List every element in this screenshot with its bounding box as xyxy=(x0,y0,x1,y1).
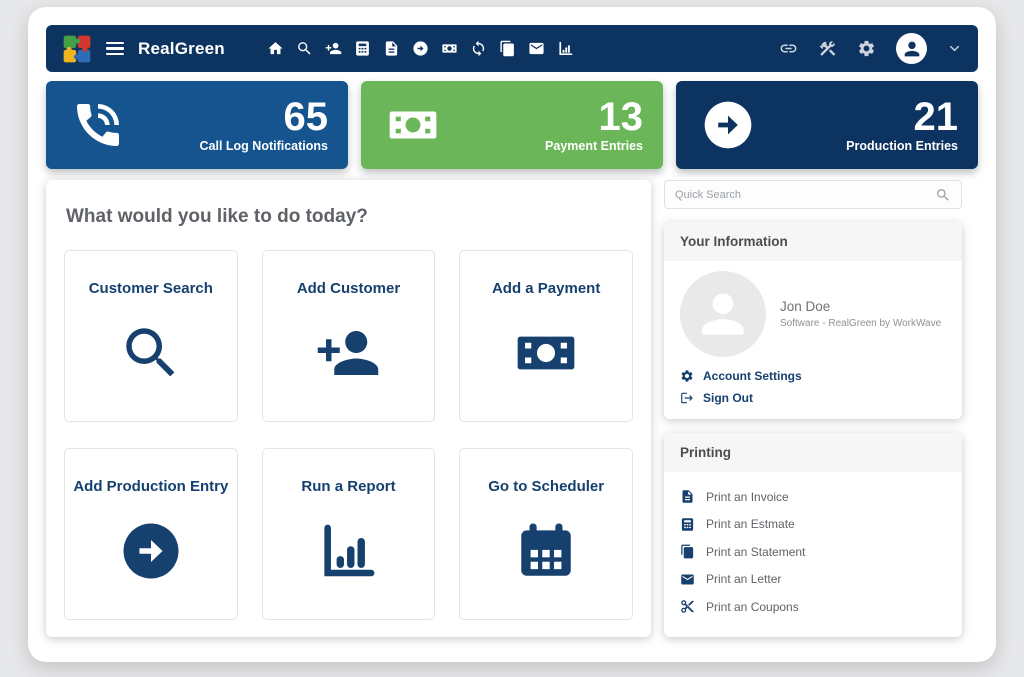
app-title: RealGreen xyxy=(138,38,225,58)
copy-icon[interactable] xyxy=(499,40,516,57)
action-card-label: Go to Scheduler xyxy=(488,478,605,495)
action-card-label: Run a Report xyxy=(301,478,396,495)
print-invoice-link[interactable]: Print an Invoice xyxy=(680,489,946,504)
arrow-circle-right-icon xyxy=(118,518,184,584)
app-window: RealGreen 65 xyxy=(28,7,996,662)
link-label: Account Settings xyxy=(703,369,802,383)
stat-label: Call Log Notifications xyxy=(199,138,328,153)
link-label: Print an Letter xyxy=(706,572,782,586)
link-icon[interactable] xyxy=(779,39,798,58)
print-statement-link[interactable]: Print an Statement xyxy=(680,544,946,559)
your-information-panel: Your Information Jon Doe Software - Real… xyxy=(664,222,962,419)
bar-chart-icon[interactable] xyxy=(557,40,574,57)
calculator-icon xyxy=(680,517,695,532)
content-row: What would you like to do today? Custome… xyxy=(46,180,978,637)
avatar xyxy=(680,271,766,357)
navbar-icon-group xyxy=(267,40,574,57)
print-letter-link[interactable]: Print an Letter xyxy=(680,572,946,587)
realgreen-puzzle-logo-icon[interactable] xyxy=(62,34,92,64)
money-icon xyxy=(502,319,590,387)
arrow-circle-right-icon[interactable] xyxy=(412,40,429,57)
stat-card-production[interactable]: 21 Production Entries xyxy=(676,81,978,169)
search-icon[interactable] xyxy=(935,187,951,203)
quick-search-input[interactable] xyxy=(675,188,935,201)
arrow-circle-right-icon xyxy=(700,97,756,153)
gear-icon[interactable] xyxy=(857,39,876,58)
search-icon[interactable] xyxy=(296,40,313,57)
stat-label: Production Entries xyxy=(846,138,958,153)
invoice-icon xyxy=(680,489,695,504)
hamburger-menu-icon[interactable] xyxy=(106,41,124,56)
person-add-icon[interactable] xyxy=(325,40,342,57)
person-add-icon xyxy=(315,320,381,386)
person-icon xyxy=(901,38,923,60)
sign-out-icon xyxy=(680,391,694,405)
stat-label: Payment Entries xyxy=(545,138,643,153)
top-navbar: RealGreen xyxy=(46,25,978,72)
action-card-add-payment[interactable]: Add a Payment xyxy=(459,250,633,422)
link-label: Sign Out xyxy=(703,391,753,405)
bar-chart-icon xyxy=(315,518,381,584)
person-icon xyxy=(692,283,754,345)
stat-card-call-log[interactable]: 65 Call Log Notifications xyxy=(46,81,348,169)
link-label: Print an Estmate xyxy=(706,517,795,531)
home-icon[interactable] xyxy=(267,40,284,57)
action-card-label: Add Customer xyxy=(296,280,401,297)
right-sidebar: Your Information Jon Doe Software - Real… xyxy=(664,180,962,637)
calendar-icon xyxy=(513,518,579,584)
user-subtitle: Software - RealGreen by WorkWave xyxy=(780,318,942,329)
action-card-go-to-scheduler[interactable]: Go to Scheduler xyxy=(459,448,633,620)
document-icon[interactable] xyxy=(383,40,400,57)
action-card-customer-search[interactable]: Customer Search xyxy=(64,250,238,422)
page-title: What would you like to do today? xyxy=(66,206,368,227)
account-settings-link[interactable]: Account Settings xyxy=(680,365,946,387)
main-panel: What would you like to do today? Custome… xyxy=(46,180,651,637)
gear-icon xyxy=(680,369,694,383)
link-label: Print an Coupons xyxy=(706,599,799,614)
action-card-add-production-entry[interactable]: Add Production Entry xyxy=(64,448,238,620)
stat-value: 65 xyxy=(283,95,329,140)
print-estimate-link[interactable]: Print an Estmate xyxy=(680,517,946,532)
copy-icon xyxy=(680,544,695,559)
action-card-add-customer[interactable]: Add Customer xyxy=(261,250,436,422)
stat-cards-row: 65 Call Log Notifications 13 Payment Ent… xyxy=(46,81,978,169)
action-card-run-report[interactable]: Run a Report xyxy=(261,448,436,620)
chevron-down-icon[interactable] xyxy=(947,41,962,56)
printing-panel: Printing Print an Invoice Print an Estma… xyxy=(664,433,962,637)
print-coupons-link[interactable]: Print an Coupons xyxy=(680,599,946,614)
stat-value: 13 xyxy=(598,95,644,140)
panel-title: Printing xyxy=(664,433,962,472)
tools-icon[interactable] xyxy=(818,39,837,58)
scissors-icon xyxy=(680,599,695,614)
mail-icon xyxy=(680,572,695,587)
user-name: Jon Doe xyxy=(780,299,831,314)
quick-search-box xyxy=(664,180,962,209)
action-card-label: Add Production Entry xyxy=(73,478,229,495)
calculator-icon[interactable] xyxy=(354,40,371,57)
link-label: Print an Invoice xyxy=(706,489,789,504)
stat-card-payments[interactable]: 13 Payment Entries xyxy=(361,81,663,169)
user-avatar[interactable] xyxy=(896,33,927,64)
money-icon[interactable] xyxy=(441,40,458,57)
action-card-label: Add a Payment xyxy=(491,280,601,297)
search-icon xyxy=(118,320,184,386)
navbar-right-group xyxy=(779,33,962,64)
sign-out-link[interactable]: Sign Out xyxy=(680,387,946,409)
mail-icon[interactable] xyxy=(528,40,545,57)
action-card-grid: Customer Search Add Customer Add a Payme… xyxy=(64,250,633,620)
sync-icon[interactable] xyxy=(470,40,487,57)
panel-title: Your Information xyxy=(664,222,962,261)
money-icon xyxy=(385,97,441,153)
link-label: Print an Statement xyxy=(706,544,806,559)
phone-volume-icon xyxy=(70,97,126,153)
action-card-label: Customer Search xyxy=(88,280,213,297)
stat-value: 21 xyxy=(913,95,959,140)
